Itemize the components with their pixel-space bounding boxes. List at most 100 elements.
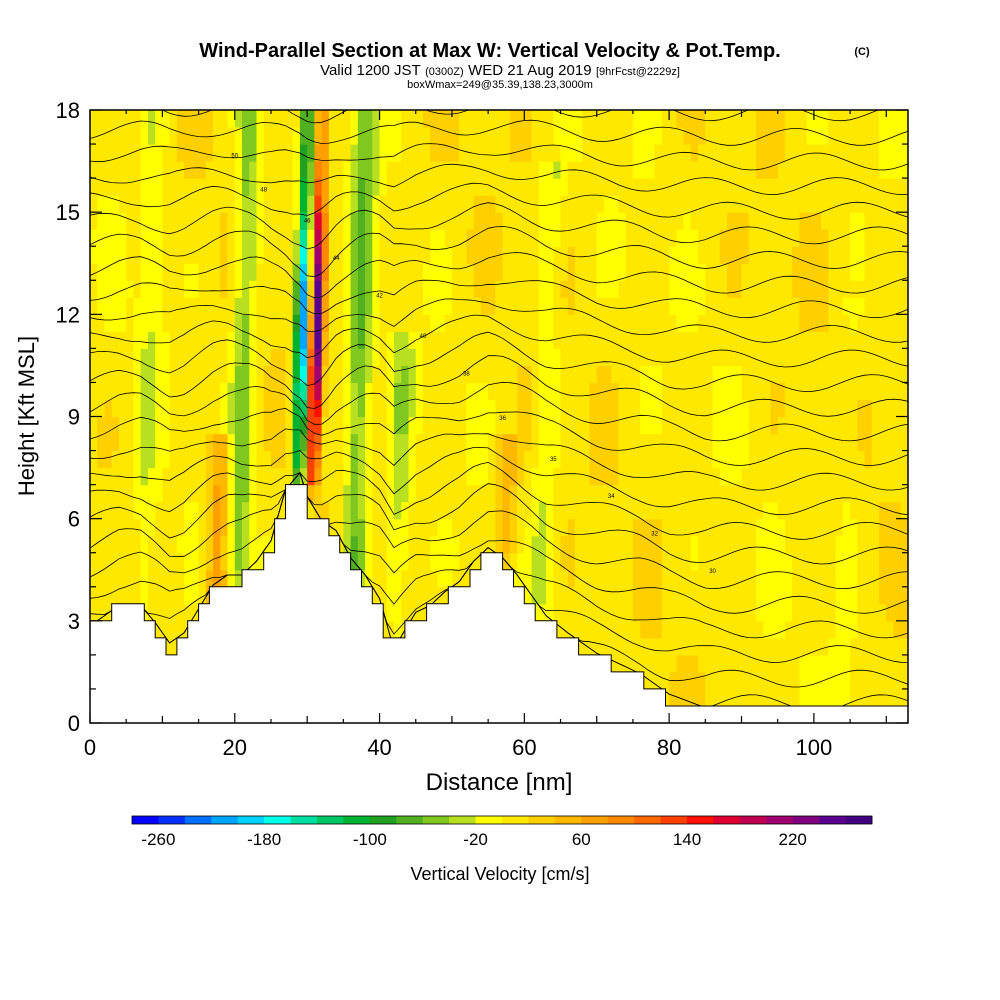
velocity-cell — [147, 586, 156, 605]
velocity-cell — [256, 382, 265, 401]
theta-contour-label: 50 — [231, 154, 238, 160]
velocity-cell — [466, 416, 475, 435]
velocity-cell — [198, 484, 207, 503]
velocity-cell — [698, 110, 706, 128]
velocity-cell — [611, 569, 620, 588]
velocity-cell — [625, 433, 634, 452]
velocity-cell — [611, 331, 620, 349]
velocity-cell — [365, 314, 373, 332]
velocity-cell — [669, 467, 677, 486]
velocity-cell — [466, 195, 475, 213]
velocity-cell — [357, 535, 366, 554]
velocity-cell — [126, 365, 135, 384]
velocity-cell — [654, 246, 663, 264]
velocity-cell — [661, 433, 670, 452]
velocity-cell — [698, 552, 706, 571]
velocity-cell — [799, 365, 808, 384]
velocity-cell — [242, 212, 250, 230]
velocity-cell — [111, 212, 120, 230]
velocity-cell — [589, 569, 598, 588]
velocity-cell — [422, 450, 431, 469]
velocity-cell — [357, 127, 366, 145]
velocity-cell — [126, 569, 135, 588]
velocity-cell — [459, 314, 468, 332]
velocity-cell — [147, 331, 156, 349]
y-tick-label: 9 — [68, 405, 80, 430]
velocity-cell — [379, 450, 388, 469]
velocity-cell — [90, 501, 98, 520]
velocity-cell — [524, 501, 533, 520]
velocity-cell — [292, 127, 301, 145]
theta-contour-line — [90, 182, 908, 220]
velocity-cell — [799, 212, 808, 230]
velocity-cell — [755, 467, 764, 486]
velocity-cell — [531, 110, 540, 128]
velocity-cell — [705, 110, 714, 128]
velocity-cell — [582, 535, 591, 554]
velocity-cell — [285, 280, 294, 298]
velocity-cell — [495, 229, 504, 247]
velocity-cell — [466, 348, 475, 367]
velocity-cell — [321, 246, 330, 264]
velocity-cell — [459, 110, 468, 128]
velocity-cell — [582, 501, 591, 520]
velocity-cell — [734, 331, 743, 349]
velocity-cell — [133, 280, 142, 298]
velocity-cell — [220, 569, 229, 588]
velocity-cell — [777, 484, 786, 503]
velocity-cell — [466, 552, 475, 571]
velocity-cell — [777, 365, 786, 384]
velocity-cell — [343, 450, 352, 469]
velocity-cell — [835, 484, 844, 503]
velocity-cell — [155, 110, 163, 128]
velocity-cell — [430, 110, 439, 128]
velocity-cell — [669, 297, 677, 315]
velocity-cell — [213, 314, 221, 332]
velocity-cell — [748, 467, 757, 486]
velocity-cell — [415, 586, 424, 605]
velocity-cell — [509, 246, 518, 264]
velocity-cell — [451, 433, 460, 452]
velocity-cell — [589, 467, 598, 486]
velocity-cell — [835, 586, 844, 605]
velocity-cell — [191, 552, 200, 571]
velocity-cell — [553, 297, 562, 315]
velocity-cell — [828, 229, 837, 247]
velocity-cell — [669, 161, 677, 179]
velocity-cell — [437, 144, 446, 162]
velocity-cell — [314, 280, 323, 298]
velocity-cell — [857, 110, 866, 128]
theta-contour-label: 34 — [608, 494, 615, 500]
velocity-cell — [256, 314, 265, 332]
velocity-cell — [270, 127, 279, 145]
velocity-cell — [741, 688, 750, 707]
velocity-cell — [806, 246, 815, 264]
velocity-cell — [719, 399, 728, 418]
velocity-cell — [502, 382, 511, 401]
velocity-cell — [372, 280, 381, 298]
velocity-cell — [625, 178, 634, 196]
velocity-cell — [640, 297, 648, 315]
velocity-cell — [871, 671, 880, 690]
velocity-cell — [495, 484, 504, 503]
velocity-cell — [321, 382, 330, 401]
velocity-cell — [741, 654, 750, 673]
velocity-cell — [220, 127, 229, 145]
velocity-cell — [575, 297, 583, 315]
velocity-cell — [379, 331, 388, 349]
velocity-cell — [589, 331, 598, 349]
velocity-cell — [524, 416, 533, 435]
velocity-cell — [850, 501, 858, 520]
velocity-cell — [336, 501, 344, 520]
velocity-cell — [270, 212, 279, 230]
velocity-cell — [763, 637, 772, 656]
velocity-cell — [278, 501, 287, 520]
velocity-cell — [763, 127, 772, 145]
velocity-cell — [147, 399, 156, 418]
velocity-cell — [509, 331, 518, 349]
velocity-cell — [147, 246, 156, 264]
velocity-cell — [893, 620, 902, 639]
velocity-cell — [669, 518, 677, 537]
velocity-cell — [661, 314, 670, 332]
velocity-cell — [748, 365, 757, 384]
